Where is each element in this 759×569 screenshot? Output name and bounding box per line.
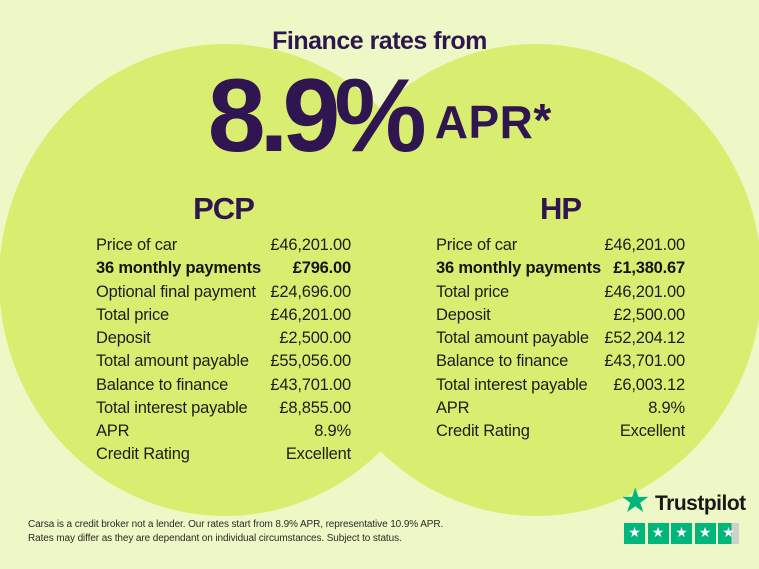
- star-icon: ★: [628, 524, 641, 541]
- row-label: Deposit: [436, 305, 491, 324]
- row-label: Total amount payable: [96, 352, 249, 371]
- row-label: Balance to finance: [96, 375, 229, 394]
- banner-title: Finance rates from: [272, 27, 487, 55]
- pcp-column-title: PCP: [193, 191, 255, 226]
- finance-row: Price of car £46,201.00: [96, 234, 351, 257]
- row-value: £46,201.00: [270, 305, 351, 324]
- row-value: £55,056.00: [270, 352, 351, 371]
- row-value: £796.00: [292, 259, 351, 278]
- row-value: £8,855.00: [279, 398, 351, 417]
- headline-apr-label: APR: [434, 96, 534, 148]
- row-label: Total interest payable: [96, 398, 248, 417]
- row-value: £52,204.12: [604, 329, 685, 348]
- finance-row: APR 8.9%: [96, 420, 351, 443]
- row-label: Optional final payment: [96, 282, 256, 301]
- finance-row: Price of car £46,201.00: [436, 234, 685, 257]
- finance-row: Optional final payment £24,696.00: [96, 281, 351, 304]
- right-blob: [310, 44, 759, 516]
- finance-row: Deposit £2,500.00: [96, 327, 351, 350]
- left-blob: [0, 44, 451, 516]
- row-value: Excellent: [619, 422, 685, 441]
- finance-row: Balance to finance £43,701.00: [436, 350, 685, 373]
- finance-row: Total price £46,201.00: [436, 281, 685, 304]
- row-value: £46,201.00: [270, 236, 351, 255]
- row-value: £2,500.00: [279, 329, 351, 348]
- finance-row: 36 monthly payments £1,380.67: [436, 257, 685, 280]
- row-label: Deposit: [96, 329, 151, 348]
- row-value: £2,500.00: [613, 305, 685, 324]
- finance-row: Credit Rating Excellent: [96, 443, 351, 466]
- row-value: 8.9%: [314, 422, 351, 441]
- row-value: Excellent: [285, 445, 351, 464]
- row-label: Total price: [96, 305, 170, 324]
- headline-rate: 8.9%: [207, 58, 427, 174]
- finance-row: Total price £46,201.00: [96, 304, 351, 327]
- trustpilot-star-box: ★: [647, 523, 669, 544]
- finance-row: Deposit £2,500.00: [436, 304, 685, 327]
- trustpilot-star-box: ★: [718, 523, 739, 544]
- row-value: £43,701.00: [604, 352, 685, 371]
- trustpilot-wordmark: Trustpilot: [655, 492, 746, 515]
- star-icon: ★: [651, 524, 665, 541]
- row-label: Total amount payable: [436, 329, 589, 348]
- row-label: Balance to finance: [436, 352, 569, 371]
- trustpilot-star-box: ★: [694, 523, 716, 544]
- finance-row: Total interest payable £6,003.12: [436, 374, 685, 397]
- finance-row: Total amount payable £55,056.00: [96, 350, 351, 373]
- star-icon: ★: [698, 524, 712, 541]
- trustpilot-star-icon: ★: [620, 481, 651, 521]
- headline-asterisk: *: [533, 94, 552, 146]
- row-label: Credit Rating: [436, 422, 530, 441]
- hp-finance-table: Price of car £46,201.00 36 monthly payment…: [436, 234, 685, 443]
- row-value: £6,003.12: [613, 375, 685, 394]
- row-value: £43,701.00: [270, 375, 351, 394]
- trustpilot-rating-stars: ★ ★ ★ ★ ★: [624, 523, 739, 544]
- disclaimer-line-2: Rates may differ as they are dependant o…: [28, 533, 402, 544]
- finance-row: 36 monthly payments £796.00: [96, 257, 351, 280]
- row-label: 36 monthly payments: [436, 259, 601, 278]
- row-value: £46,201.00: [604, 282, 685, 301]
- hp-column-title: HP: [539, 191, 582, 226]
- row-value: £24,696.00: [270, 282, 351, 301]
- finance-row: Balance to finance £43,701.00: [96, 374, 351, 397]
- row-label: Price of car: [96, 236, 178, 255]
- star-icon: ★: [675, 524, 688, 541]
- row-label: 36 monthly payments: [96, 259, 261, 278]
- disclaimer: Carsa is a credit broker not a lender. O…: [28, 518, 443, 546]
- headline: 8.9% APR *: [0, 64, 759, 168]
- star-icon: ★: [722, 524, 735, 541]
- trustpilot-star-box: ★: [624, 523, 645, 544]
- row-value: £46,201.00: [604, 236, 685, 255]
- row-label: Price of car: [436, 236, 518, 255]
- row-label: Total interest payable: [436, 375, 588, 394]
- row-value: £1,380.67: [613, 259, 685, 278]
- disclaimer-line-1: Carsa is a credit broker not a lender. O…: [28, 519, 444, 530]
- finance-row: Total amount payable £52,204.12: [436, 327, 685, 350]
- finance-row: Total interest payable £8,855.00: [96, 397, 351, 420]
- row-label: APR: [96, 422, 130, 441]
- trustpilot-star-box: ★: [671, 523, 692, 544]
- row-value: 8.9%: [648, 398, 685, 417]
- finance-row: Credit Rating Excellent: [436, 420, 685, 443]
- finance-row: APR 8.9%: [436, 397, 685, 420]
- pcp-finance-table: Price of car £46,201.00 36 monthly payment…: [96, 234, 351, 467]
- row-label: APR: [436, 398, 470, 417]
- row-label: Credit Rating: [96, 445, 190, 464]
- row-label: Total price: [436, 282, 510, 301]
